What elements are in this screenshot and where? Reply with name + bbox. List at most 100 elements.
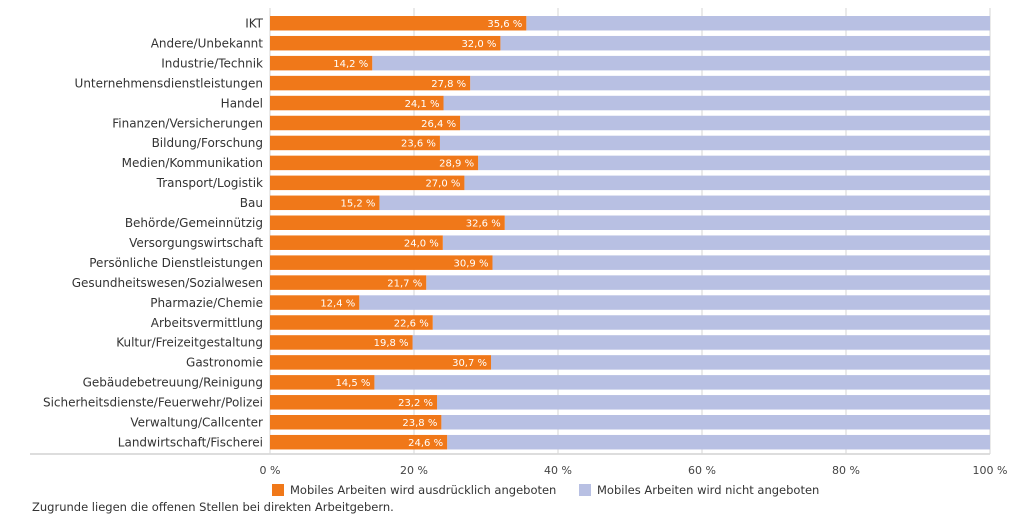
category-label: Andere/Unbekannt <box>151 36 264 50</box>
category-label: Gebäudebetreuung/Reinigung <box>83 376 263 390</box>
x-tick-label: 40 % <box>544 464 572 477</box>
data-label: 19,8 % <box>374 338 409 349</box>
x-tick-label: 20 % <box>400 464 428 477</box>
bar-offered <box>270 295 360 310</box>
bar-not-offered <box>491 355 990 370</box>
x-axis-ticks: 0 % 20 % 40 % 60 % 80 % 100 % <box>260 464 1008 477</box>
bar-offered <box>270 415 442 430</box>
data-label: 23,2 % <box>398 398 433 409</box>
data-label: 30,7 % <box>452 358 487 369</box>
x-tick-label: 80 % <box>832 464 860 477</box>
category-label: Medien/Kommunikation <box>122 156 263 170</box>
bar-not-offered <box>460 115 991 131</box>
bar-offered <box>270 16 527 31</box>
bar-not-offered <box>426 275 990 290</box>
bar-not-offered <box>492 255 990 270</box>
data-label: 27,0 % <box>425 179 460 190</box>
bar-offered <box>270 155 479 171</box>
category-label: IKT <box>245 17 263 31</box>
data-label: 24,6 % <box>408 438 443 449</box>
category-label: Bildung/Forschung <box>152 136 263 150</box>
category-label: Persönliche Dienstleistungen <box>89 256 263 270</box>
bar-not-offered <box>500 35 990 51</box>
data-label: 27,8 % <box>431 79 466 90</box>
bar-not-offered <box>442 235 990 250</box>
legend-swatch-offered <box>272 484 284 496</box>
bar-offered <box>270 115 461 131</box>
bar-offered <box>270 55 373 71</box>
bar-not-offered <box>412 335 990 350</box>
legend: Mobiles Arbeiten wird ausdrücklich angeb… <box>272 483 819 497</box>
footnote: Zugrunde liegen die offenen Stellen bei … <box>32 500 394 514</box>
bar-offered <box>270 215 505 230</box>
bar-not-offered <box>478 155 990 171</box>
category-labels: IKT Andere/Unbekannt Industrie/Technik Unte… <box>43 17 264 450</box>
bar-not-offered <box>439 135 990 151</box>
category-label: Sicherheitsdienste/Feuerwehr/Polizei <box>43 396 263 410</box>
bar-offered <box>270 335 413 350</box>
bar-not-offered <box>372 55 990 71</box>
data-label: 14,5 % <box>335 378 370 389</box>
bar-offered <box>270 235 443 250</box>
data-label: 24,1 % <box>405 99 440 110</box>
data-label: 26,4 % <box>421 119 456 130</box>
category-label: Unternehmensdienstleistungen <box>75 76 263 90</box>
legend-swatch-not-offered <box>579 484 591 496</box>
x-tick-label: 0 % <box>260 464 281 477</box>
bar-offered <box>270 135 440 151</box>
data-label: 15,2 % <box>340 199 375 210</box>
data-label: 21,7 % <box>387 278 422 289</box>
data-label: 12,4 % <box>320 298 355 309</box>
bar-offered <box>270 395 438 410</box>
category-label: Industrie/Technik <box>161 56 263 70</box>
bar-offered <box>270 355 492 370</box>
category-label: Handel <box>221 96 263 110</box>
bar-not-offered <box>437 395 990 410</box>
data-label: 22,6 % <box>394 318 429 329</box>
data-label: 32,6 % <box>466 219 501 230</box>
data-label: 23,8 % <box>402 418 437 429</box>
data-label: 35,6 % <box>487 19 522 30</box>
category-label: Landwirtschaft/Fischerei <box>118 435 263 449</box>
bar-offered <box>270 375 375 390</box>
category-label: Gastronomie <box>186 356 263 370</box>
bar-not-offered <box>526 16 990 31</box>
legend-label-offered: Mobiles Arbeiten wird ausdrücklich angeb… <box>290 483 556 497</box>
category-label: Transport/Logistik <box>156 176 263 190</box>
bar-offered <box>270 95 444 111</box>
category-label: Gesundheitswesen/Sozialwesen <box>72 276 263 290</box>
bar-offered <box>270 315 433 330</box>
legend-label-not-offered: Mobiles Arbeiten wird nicht angeboten <box>597 483 819 497</box>
bar-offered <box>270 434 448 450</box>
category-label: Verwaltung/Callcenter <box>130 416 263 430</box>
data-label: 14,2 % <box>333 59 368 70</box>
data-label: 24,0 % <box>404 238 439 249</box>
bar-not-offered <box>379 195 990 211</box>
bar-offered <box>270 195 380 211</box>
data-label: 32,0 % <box>461 39 496 50</box>
category-label: Pharmazie/Chemie <box>150 296 263 310</box>
bar-not-offered <box>470 75 990 91</box>
x-tick-label: 60 % <box>688 464 716 477</box>
category-label: Bau <box>240 196 263 210</box>
bar-offered <box>270 275 427 290</box>
bar-offered <box>270 35 501 51</box>
x-tick-label: 100 % <box>973 464 1008 477</box>
bar-not-offered <box>464 175 990 191</box>
category-label: Kultur/Freizeitgestaltung <box>116 336 263 350</box>
category-label: Behörde/Gemeinnützig <box>125 216 263 230</box>
stacked-bar-chart: 35,6 % 32,0 % 14,2 % 27,8 % 24,1 % 26,4 % 23,6… <box>30 8 1008 497</box>
data-label: 23,6 % <box>401 139 436 150</box>
bar-not-offered <box>374 375 990 390</box>
data-label: 30,9 % <box>454 258 489 269</box>
bar-offered <box>270 255 493 270</box>
bar-not-offered <box>443 95 990 111</box>
category-label: Finanzen/Versicherungen <box>112 116 263 130</box>
data-label: 28,9 % <box>439 159 474 170</box>
bars-layer: 35,6 % 32,0 % 14,2 % 27,8 % 24,1 % 26,4 % 23,6… <box>270 16 991 450</box>
bar-not-offered <box>359 295 990 310</box>
bar-not-offered <box>447 434 990 450</box>
category-label: Arbeitsvermittlung <box>151 316 263 330</box>
bar-not-offered <box>441 415 990 430</box>
